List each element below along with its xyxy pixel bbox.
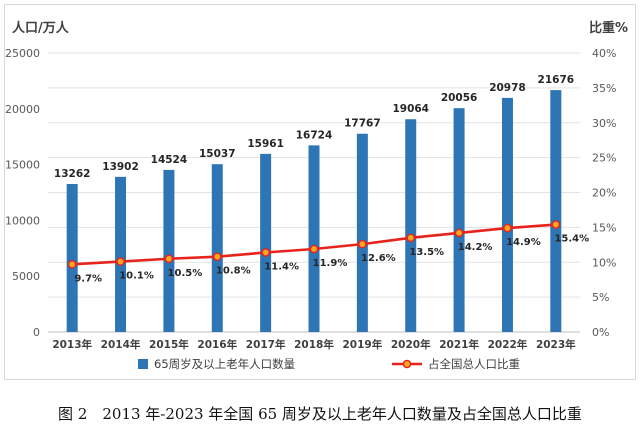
x-tick-label: 2017年 [246, 338, 286, 351]
ratio-value-label: 9.7% [74, 273, 102, 284]
bar [211, 164, 223, 332]
y-right-tick-label: 40% [592, 47, 616, 60]
bar-value-label: 14524 [151, 154, 188, 166]
ratio-point [212, 252, 222, 261]
bar [405, 119, 417, 332]
legend-line-label: 占全国总人口比重 [428, 357, 520, 371]
ratio-value-label: 10.5% [168, 268, 203, 279]
ratio-value-label: 12.6% [361, 253, 396, 264]
x-tick-label: 2018年 [294, 338, 334, 351]
bar [115, 176, 127, 332]
x-tick-label: 2021年 [439, 338, 479, 351]
y-right-tick-label: 0% [592, 326, 609, 339]
bar [501, 97, 513, 332]
y-right-axis-title: 比重% [589, 20, 628, 36]
bar [66, 183, 78, 332]
ratio-point [67, 260, 77, 269]
y-left-tick-label: 5000 [12, 270, 40, 283]
bar [453, 108, 465, 332]
bar-value-label: 21676 [538, 74, 575, 86]
y-right-tick-label: 30% [592, 117, 616, 130]
ratio-point [551, 220, 561, 229]
bar-value-label: 19064 [392, 103, 429, 115]
x-tick-label: 2015年 [149, 338, 189, 351]
chart-frame [4, 4, 636, 380]
ratio-point [406, 233, 416, 243]
ratio-point [454, 228, 464, 238]
x-tick-label: 2013年 [52, 338, 92, 351]
bar-value-label: 15037 [199, 148, 236, 160]
ratio-value-label: 11.9% [313, 258, 348, 269]
bar-value-label: 15961 [247, 138, 284, 150]
ratio-value-label: 15.4% [554, 234, 589, 245]
bar-value-label: 13262 [54, 168, 91, 180]
ratio-value-label: 10.1% [119, 271, 154, 282]
x-tick-label: 2022年 [488, 338, 528, 351]
ratio-point [309, 244, 319, 254]
ratio-point [116, 257, 125, 266]
bar-value-label: 20978 [489, 82, 526, 94]
bar [163, 169, 175, 332]
x-tick-label: 2020年 [391, 338, 431, 351]
y-left-tick-label: 10000 [5, 214, 40, 227]
bar-value-label: 20056 [441, 92, 478, 104]
bar [308, 145, 320, 332]
ratio-point [358, 239, 367, 249]
y-right-tick-label: 10% [592, 256, 616, 269]
x-tick-label: 2019年 [342, 338, 382, 351]
figure-caption: 图 2 2013 年-2023 年全国 65 周岁及以上老年人口数量及占全国总人… [58, 405, 582, 423]
bar [356, 133, 368, 332]
x-tick-label: 2014年 [101, 338, 141, 351]
legend-bar-label: 65周岁及以上老年人口数量 [154, 357, 295, 371]
bar-value-label: 17767 [344, 118, 381, 130]
y-left-tick-label: 20000 [5, 103, 40, 116]
ratio-point [164, 254, 174, 264]
legend-line-marker [402, 359, 412, 369]
ratio-value-label: 14.2% [458, 242, 493, 253]
y-left-axis-title: 人口/万人 [12, 20, 70, 36]
legend-bar-swatch [138, 359, 148, 369]
ratio-value-label: 10.8% [216, 266, 251, 277]
y-right-tick-label: 35% [592, 82, 616, 95]
y-left-tick-label: 25000 [5, 47, 40, 60]
chart: 0 5000 10000 15000 20000 25000 0% 5% 10% 15% 20% 25… [5, 20, 628, 371]
y-right-tick-label: 15% [592, 221, 616, 234]
ratio-point [503, 223, 512, 233]
x-tick-label: 2016年 [197, 338, 237, 351]
ratio-point [261, 248, 270, 257]
ratio-value-label: 14.9% [506, 237, 541, 248]
y-right-tick-label: 20% [592, 187, 616, 200]
ratio-value-label: 11.4% [264, 261, 299, 272]
bar-value-label: 16724 [296, 129, 333, 141]
ratio-value-label: 13.5% [409, 247, 444, 258]
y-right-tick-label: 5% [592, 291, 609, 304]
x-tick-label: 2023年 [536, 338, 576, 351]
bar-value-label: 13902 [102, 161, 139, 173]
bar [260, 153, 272, 332]
y-right-tick-label: 25% [592, 152, 616, 165]
y-left-tick-label: 15000 [5, 159, 40, 172]
bar [550, 90, 562, 332]
y-left-tick-label: 0 [33, 326, 40, 339]
